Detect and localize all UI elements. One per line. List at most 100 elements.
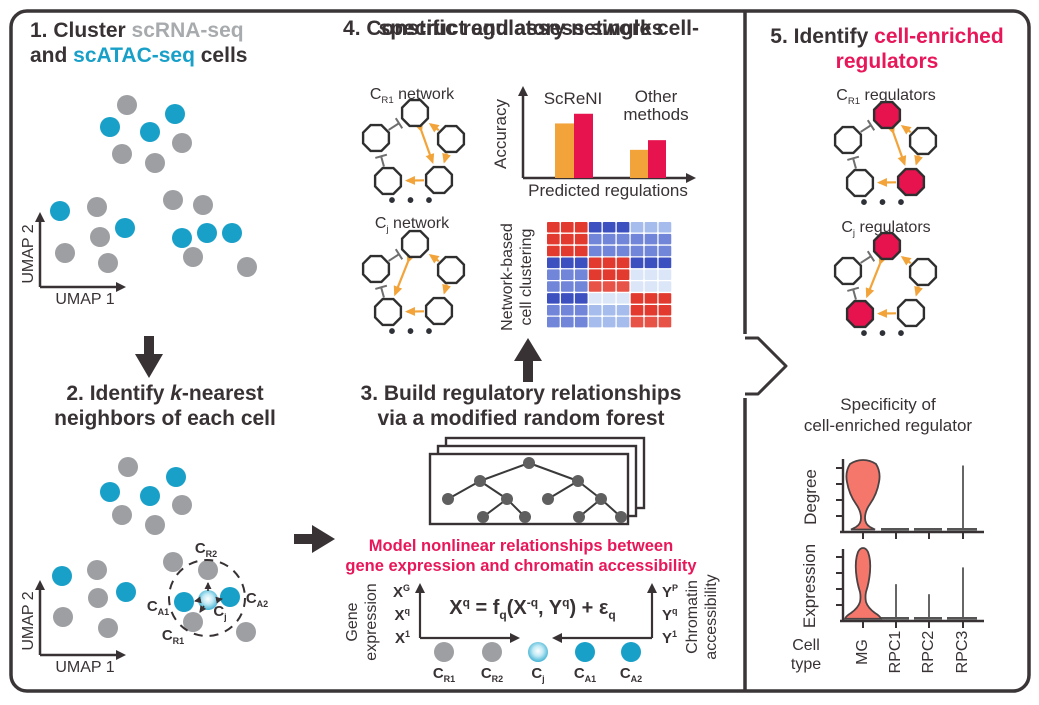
heatmap-cell xyxy=(588,281,602,292)
gene-expression-variables: XG Xq X1 xyxy=(384,581,410,650)
heatmap-cell xyxy=(560,233,574,245)
regulator-node xyxy=(373,297,403,327)
heatmap-cell xyxy=(560,245,574,257)
cell-dot-teal xyxy=(100,482,120,502)
heatmap-cell xyxy=(658,245,672,257)
predicted-regulations-label: Predicted regulations xyxy=(528,181,688,200)
cell-dot-gray xyxy=(236,622,256,642)
heatmap-cell xyxy=(547,281,560,292)
heatmap-cell xyxy=(630,293,644,304)
cell-dot-teal xyxy=(165,104,185,124)
regulator-node xyxy=(436,255,466,285)
regulator-node xyxy=(361,123,391,153)
heatmap-cell xyxy=(547,222,560,233)
heatmap-cell xyxy=(560,269,574,280)
regulator-node-filled xyxy=(896,167,926,197)
heatmap-cell xyxy=(644,293,658,304)
heatmap-cell xyxy=(574,293,588,304)
activation-edge xyxy=(914,154,923,166)
cell-label: CR1 xyxy=(432,665,456,684)
panel1-title: 1. Cluster scRNA-seq and scATAC-seq cell… xyxy=(30,19,248,67)
heatmap-cell xyxy=(547,269,560,280)
heatmap-cell xyxy=(547,245,560,257)
violin-plots xyxy=(836,459,984,628)
gene-expression-axis-label: Gene expression xyxy=(344,583,380,661)
cell-dot-gray xyxy=(172,133,192,153)
umap-axes-1 xyxy=(35,212,126,292)
cell-dot-gray xyxy=(237,257,257,277)
heatmap-cell xyxy=(616,245,630,257)
heatmap-cell xyxy=(616,281,630,292)
expression-axis-label: Expression xyxy=(800,543,819,629)
t-bar-icon xyxy=(394,248,404,260)
regulator-node xyxy=(845,168,875,198)
category-label-rpc3: RPC3 xyxy=(954,630,971,674)
network-cj xyxy=(361,229,466,327)
regulator-node-filled xyxy=(872,231,902,261)
knn-label-cj: Cj xyxy=(213,603,227,622)
accuracy-axis-label: Accuracy xyxy=(491,99,510,169)
regulator-node xyxy=(908,126,938,156)
heatmap-cell xyxy=(574,222,588,233)
activation-edge xyxy=(442,283,451,295)
knn-arrow-icon xyxy=(199,605,207,613)
umap1-axis-label-2: UMAP 1 xyxy=(55,659,115,676)
neighbor-cell-dot xyxy=(528,642,548,662)
t-bar-icon xyxy=(375,284,388,290)
t-bar-icon xyxy=(866,250,876,262)
heatmap-cell xyxy=(560,222,574,233)
heatmap-cell xyxy=(616,269,630,280)
regulator-node xyxy=(908,257,938,287)
formula-axes xyxy=(415,583,657,643)
regulator-node xyxy=(833,256,863,286)
arrow-right-icon xyxy=(294,525,335,553)
degree-axis-label: Degree xyxy=(801,469,820,525)
knn-member-dot xyxy=(198,590,218,610)
bar-group-label-screni: ScReNI xyxy=(543,89,603,108)
decision-tree-icon xyxy=(447,462,622,518)
heatmap-cell xyxy=(574,304,588,316)
heatmap-cell xyxy=(588,257,602,269)
heatmap-cell xyxy=(560,257,574,269)
regulator-node xyxy=(424,165,454,195)
heatmap-cell xyxy=(560,304,574,316)
knn-arrow-icon xyxy=(194,596,202,604)
inhibition-edge xyxy=(388,253,400,262)
cr1-network-label: CR1 network xyxy=(369,86,455,107)
heatmap-cell xyxy=(602,293,616,304)
heatmap-cell xyxy=(616,257,630,269)
cell-dot-gray xyxy=(118,457,138,477)
heatmap-cell xyxy=(658,269,672,280)
heatmap-cell xyxy=(588,316,602,328)
knn-member-dot xyxy=(198,560,218,580)
knn-label-ca2: CA2 xyxy=(245,590,269,609)
heatmap-cell xyxy=(602,222,616,233)
t-bar-icon xyxy=(375,153,388,159)
heatmap-cell xyxy=(588,245,602,257)
heatmap-cell xyxy=(644,245,658,257)
heatmap-cell xyxy=(658,281,672,292)
scatac-seq-label: scATAC-seq xyxy=(73,44,195,67)
category-label-mg: MG xyxy=(854,639,871,665)
scrna-seq-label: scRNA-seq xyxy=(131,19,244,42)
cell-dot-teal xyxy=(140,122,160,142)
heatmap-cell xyxy=(602,245,616,257)
activation-edge xyxy=(900,124,912,135)
cell-dot-gray xyxy=(112,505,132,525)
double-arrow-edge xyxy=(886,123,907,166)
open-arrow-icon xyxy=(745,336,788,396)
heatmap-cell xyxy=(547,293,560,304)
t-bar-icon xyxy=(847,155,860,161)
activation-edge xyxy=(900,255,912,266)
heatmap-cell xyxy=(574,245,588,257)
accuracy-bar xyxy=(648,140,666,178)
cell-label: CA1 xyxy=(573,665,597,684)
cell-dot-gray xyxy=(145,515,165,535)
inhibition-edge xyxy=(860,124,872,133)
heatmap-cell xyxy=(658,233,672,245)
heatmap-cell xyxy=(547,257,560,269)
cell-dot-teal xyxy=(52,566,72,586)
heatmap-cell xyxy=(616,304,630,316)
arrow-up-icon xyxy=(514,338,542,382)
accuracy-bars xyxy=(555,113,666,178)
